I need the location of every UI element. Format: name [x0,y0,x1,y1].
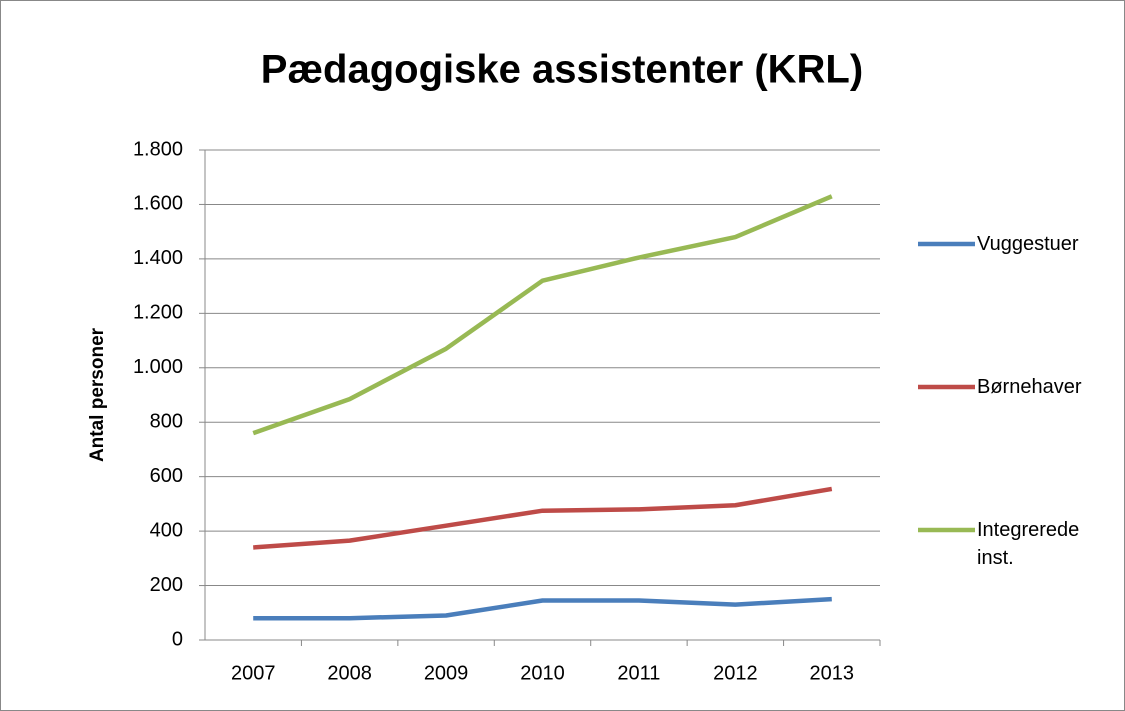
y-tick-label: 1.800 [133,138,183,160]
x-tick-label: 2012 [713,662,758,684]
x-tick-label: 2011 [617,662,660,684]
x-tick-label: 2013 [810,662,855,684]
y-tick-label: 1.200 [133,302,183,324]
x-tick-label: 2010 [520,662,565,684]
x-tick-label: 2009 [424,662,469,684]
x-tick-label: 2008 [327,662,372,684]
y-tick-label: 1.400 [133,247,183,269]
y-tick-label: 0 [172,628,183,650]
series-line [253,596,832,621]
legend-label: Vuggestuer [977,233,1079,255]
y-tick-label: 1.600 [133,193,183,215]
y-tick-label: 200 [150,574,183,596]
legend-label: Børnehaver [977,376,1082,398]
y-axis-title: Antal personer [87,327,108,462]
y-tick-label: 400 [150,519,183,541]
x-tick-label: 2007 [231,662,276,684]
legend-label: Integrerede inst. [977,519,1080,569]
series-line [253,486,833,550]
chart-title: Pædagogiske assistenter (KRL) [261,48,863,92]
y-tick-label: 800 [150,411,183,433]
y-tick-label: 1.000 [133,356,183,378]
y-tick-label: 600 [150,465,183,487]
series-line [252,194,833,436]
